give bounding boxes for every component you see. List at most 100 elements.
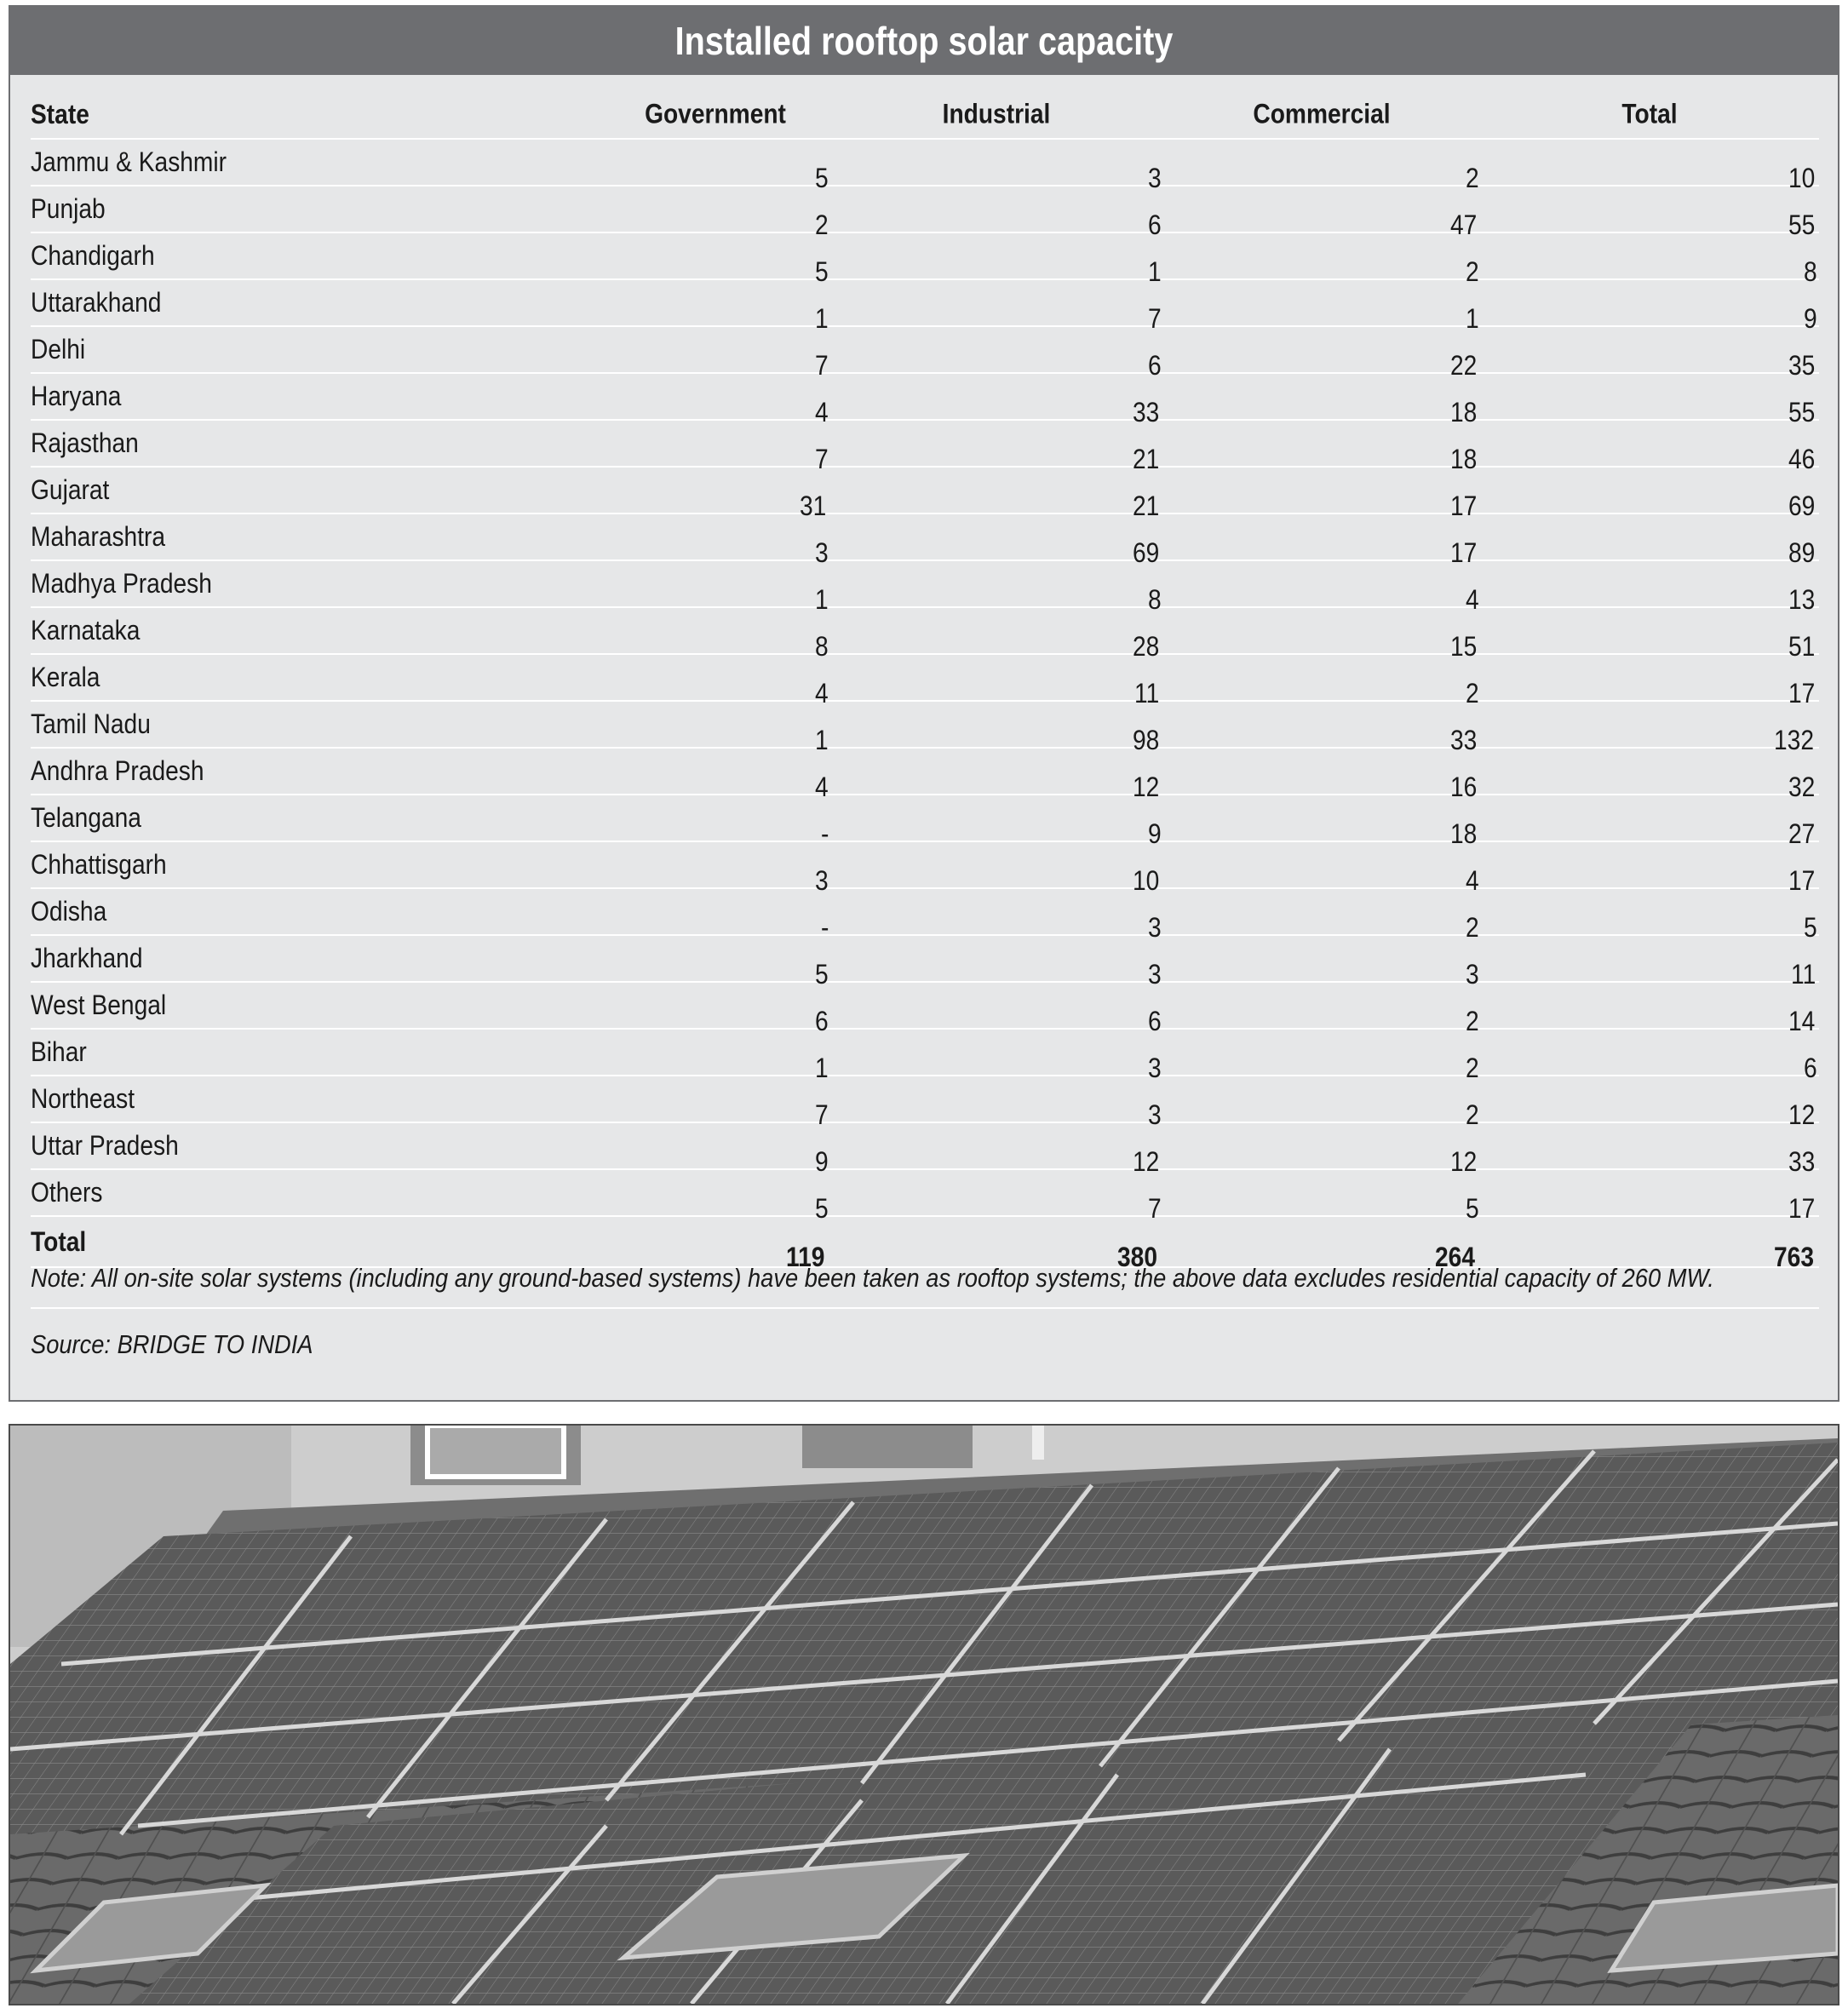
cell-total: 32 bbox=[1480, 748, 1819, 802]
cell-value: 119 bbox=[786, 1242, 825, 1272]
cell-value: 763 bbox=[1773, 1242, 1814, 1272]
cell-value: 3 bbox=[1147, 958, 1162, 990]
cell-value: Madhya Pradesh bbox=[31, 568, 212, 599]
cell-industrial: 11 bbox=[829, 654, 1163, 709]
cell-industrial: 98 bbox=[829, 701, 1163, 755]
table-row: Haryana 4 33 18 55 bbox=[31, 373, 1819, 427]
table-row: Delhi 7 6 22 35 bbox=[31, 326, 1819, 381]
cell-value: Gujarat bbox=[31, 474, 110, 505]
cell-total: 11 bbox=[1480, 935, 1819, 990]
cell-total: 69 bbox=[1480, 467, 1819, 521]
table-row: Madhya Pradesh 1 8 4 13 bbox=[31, 560, 1819, 615]
cell-commercial: 18 bbox=[1162, 373, 1481, 427]
cell-value: 5 bbox=[815, 1192, 829, 1224]
cell-value: 3 bbox=[1466, 958, 1479, 990]
cell-value: Bihar bbox=[31, 1036, 87, 1067]
cell-value: Rajasthan bbox=[31, 427, 139, 458]
cell-value: 5 bbox=[815, 255, 829, 287]
cell-total: 5 bbox=[1480, 888, 1819, 943]
cell-total: 17 bbox=[1480, 654, 1819, 709]
cell-value: 2 bbox=[1466, 1005, 1479, 1036]
cell-government: 4 bbox=[600, 373, 830, 427]
cell-commercial: 18 bbox=[1162, 795, 1481, 849]
table-row: Chhattisgarh 3 10 4 17 bbox=[31, 841, 1819, 896]
cell-value: 3 bbox=[815, 864, 829, 896]
cell-state: Others bbox=[31, 1169, 601, 1217]
cell-industrial: 1 bbox=[829, 232, 1163, 287]
table-header-row: State Government Industrial Commercial T… bbox=[31, 90, 1819, 140]
table-row: Tamil Nadu 1 98 33 132 bbox=[31, 701, 1819, 755]
cell-commercial: 33 bbox=[1162, 701, 1481, 755]
cell-total: 8 bbox=[1480, 232, 1819, 287]
column-header-government: Government bbox=[600, 90, 830, 140]
cell-total: 6 bbox=[1480, 1029, 1819, 1083]
cell-value: 4 bbox=[1466, 583, 1479, 615]
cell-industrial: 3 bbox=[829, 1029, 1163, 1083]
cell-industrial: 12 bbox=[829, 748, 1163, 802]
cell-value: Kerala bbox=[31, 662, 100, 692]
cell-value: Northeast bbox=[31, 1083, 135, 1114]
cell-state: Punjab bbox=[31, 186, 601, 233]
cell-government: 7 bbox=[600, 420, 830, 474]
cell-state: Rajasthan bbox=[31, 420, 601, 468]
table-title: Installed rooftop solar capacity bbox=[674, 19, 1174, 63]
cell-industrial: 6 bbox=[829, 186, 1163, 240]
column-header-total: Total bbox=[1480, 90, 1819, 140]
cell-state: Jammu & Kashmir bbox=[31, 139, 601, 186]
cell-value: 264 bbox=[1435, 1242, 1476, 1272]
cell-value: 3 bbox=[1147, 1052, 1162, 1083]
cell-value: 2 bbox=[1466, 911, 1479, 943]
table-row: Odisha - 3 2 5 bbox=[31, 888, 1819, 943]
cell-value: 7 bbox=[815, 349, 829, 381]
table-row: Uttarakhand 1 7 1 9 bbox=[31, 279, 1819, 334]
cell-government: 9 bbox=[600, 1122, 830, 1177]
table-row: Jharkhand 5 3 3 11 bbox=[31, 935, 1819, 990]
cell-value: 3 bbox=[815, 536, 829, 568]
cell-commercial: 1 bbox=[1162, 279, 1481, 334]
cell-commercial: 3 bbox=[1162, 935, 1481, 990]
table-row: Chandigarh 5 1 2 8 bbox=[31, 232, 1819, 287]
cell-commercial: 2 bbox=[1162, 888, 1481, 943]
table-row: Punjab 2 6 47 55 bbox=[31, 186, 1819, 240]
cell-state: Odisha bbox=[31, 888, 601, 936]
cell-value: 4 bbox=[1466, 864, 1479, 896]
table-row: Jammu & Kashmir 5 3 2 10 bbox=[31, 139, 1819, 193]
table-row: Rajasthan 7 21 18 46 bbox=[31, 420, 1819, 474]
cell-government: 4 bbox=[600, 654, 830, 709]
cell-industrial: 380 bbox=[829, 1216, 1163, 1272]
cell-value: Karnataka bbox=[31, 615, 141, 646]
cell-value: - bbox=[821, 818, 829, 849]
cell-state: Telangana bbox=[31, 795, 601, 842]
cell-government: - bbox=[600, 888, 830, 943]
capacity-table-panel: Installed rooftop solar capacity State G… bbox=[9, 5, 1839, 1402]
cell-state: Andhra Pradesh bbox=[31, 748, 601, 795]
cell-value: 2 bbox=[1466, 1099, 1479, 1130]
cell-total: 27 bbox=[1480, 795, 1819, 849]
cell-total: 763 bbox=[1480, 1216, 1819, 1272]
cell-total: 14 bbox=[1480, 982, 1819, 1036]
cell-total: 55 bbox=[1480, 373, 1819, 427]
table-row: Others 5 7 5 17 bbox=[31, 1169, 1819, 1224]
cell-value: Total bbox=[31, 1225, 87, 1257]
cell-value: 5 bbox=[1804, 911, 1817, 943]
cell-industrial: 21 bbox=[829, 420, 1163, 474]
cell-commercial: 2 bbox=[1162, 982, 1481, 1036]
cell-government: 1 bbox=[600, 1029, 830, 1083]
cell-value: 7 bbox=[815, 443, 829, 474]
cell-government: 5 bbox=[600, 232, 830, 287]
cell-government: 4 bbox=[600, 748, 830, 802]
cell-industrial: 33 bbox=[829, 373, 1163, 427]
column-header-label: Total bbox=[1621, 98, 1679, 129]
table-row: Andhra Pradesh 4 12 16 32 bbox=[31, 748, 1819, 802]
cell-state: Jharkhand bbox=[31, 935, 601, 983]
cell-commercial: 17 bbox=[1162, 514, 1481, 568]
cell-value: Telangana bbox=[31, 802, 141, 833]
solar-panel-array bbox=[10, 1443, 1838, 2004]
cell-value: 2 bbox=[1466, 162, 1479, 193]
cell-value: 6 bbox=[1804, 1052, 1817, 1083]
cell-state: Uttarakhand bbox=[31, 279, 601, 327]
cell-state: West Bengal bbox=[31, 982, 601, 1030]
cell-value: 1 bbox=[1466, 302, 1479, 334]
cell-total: 89 bbox=[1480, 514, 1819, 568]
cell-value: 6 bbox=[1147, 1005, 1162, 1036]
